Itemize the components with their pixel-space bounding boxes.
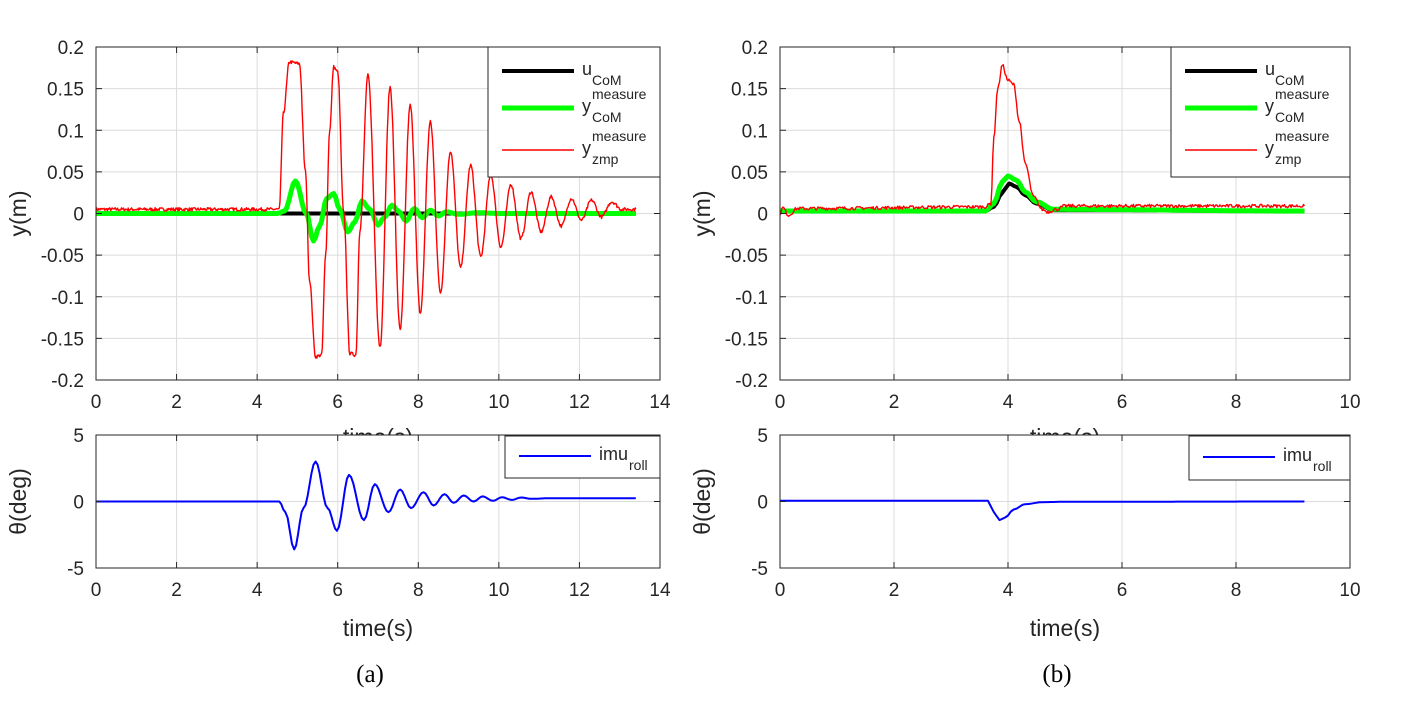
x-tick-label: 10 (488, 392, 509, 413)
y-tick-label: 0 (757, 493, 768, 514)
legend-label-sub: roll (629, 457, 648, 473)
legend-label-sub: CoM (1275, 109, 1305, 125)
x-tick-label: 0 (775, 580, 786, 601)
x-tick-label: 2 (171, 580, 182, 601)
series-line-y-zmp-measure (95, 60, 637, 359)
legend-label: y (1265, 96, 1274, 116)
y-axis-label: y(m) (5, 191, 31, 237)
x-tick-label: 14 (649, 580, 671, 601)
x-tick-label: 6 (332, 580, 343, 601)
x-tick-label: 6 (332, 392, 343, 413)
x-axis-label: time(s) (343, 424, 413, 450)
y-tick-label: -0.15 (41, 329, 84, 350)
x-tick-label: 4 (252, 580, 263, 601)
y-axis-label: θ(deg) (5, 468, 31, 534)
y-tick-label: 0 (73, 205, 84, 226)
legend-label: y (582, 138, 591, 158)
y-axis-label: θ(deg) (689, 468, 715, 534)
x-tick-label: 2 (889, 580, 900, 601)
y-tick-label: 0 (757, 205, 768, 226)
x-tick-label: 6 (1117, 392, 1128, 413)
legend-label: y (582, 96, 591, 116)
y-tick-label: -0.1 (51, 288, 84, 309)
x-tick-label: 4 (1003, 392, 1014, 413)
y-tick-label: 5 (757, 426, 768, 447)
series-line-imu-roll (96, 460, 636, 551)
x-tick-label: 4 (252, 392, 263, 413)
x-tick-label: 0 (91, 392, 102, 413)
series-line-y-com-measure (780, 173, 1305, 214)
caption-a: (a) (356, 661, 384, 688)
x-tick-label: 12 (569, 580, 590, 601)
x-tick-label: 0 (775, 392, 786, 413)
legend-label-sup: measure (592, 86, 647, 102)
legend-label-sup: measure (1275, 128, 1330, 144)
legend-label-sub: zmp (1275, 151, 1302, 167)
caption-b: (b) (1042, 661, 1071, 688)
y-tick-label: -0.15 (725, 329, 768, 350)
x-tick-label: 8 (1231, 392, 1242, 413)
x-tick-label: 12 (569, 392, 590, 413)
y-tick-label: -0.1 (735, 288, 768, 309)
x-axis-label: time(s) (1030, 615, 1100, 641)
legend-label: u (1265, 59, 1275, 79)
legend-label: imu (599, 444, 628, 464)
y-tick-label: 5 (73, 426, 84, 447)
y-tick-label: -0.2 (51, 371, 84, 392)
y-tick-label: -5 (67, 559, 84, 580)
x-tick-label: 4 (1003, 580, 1014, 601)
y-tick-label: 0.1 (742, 121, 768, 142)
legend-label: u (582, 59, 592, 79)
y-tick-label: 0.2 (742, 38, 768, 59)
y-tick-label: -0.05 (725, 246, 768, 267)
x-tick-label: 2 (889, 392, 900, 413)
y-tick-label: 0.05 (731, 163, 768, 184)
plot-a-top: 0 2 4 6 8 10 12 14 -0.2 -0.15 -0.1 -0.05 0 0.05 0.1 0.1… (5, 38, 671, 450)
series-line-y-zmp-measure (779, 63, 1306, 218)
x-tick-label: 8 (413, 392, 424, 413)
x-tick-label: 8 (413, 580, 424, 601)
legend-label-sub: CoM (592, 72, 622, 88)
legend-box (487, 46, 661, 178)
y-tick-label: 0.05 (47, 163, 84, 184)
y-tick-label: 0.1 (58, 121, 84, 142)
x-tick-label: 14 (649, 392, 671, 413)
legend-label-sub: CoM (1275, 72, 1305, 88)
y-tick-label: -5 (751, 559, 768, 580)
x-tick-label: 10 (1339, 580, 1360, 601)
series-line-imu-roll (780, 499, 1305, 522)
plot-b-top: 0 2 4 6 8 10 -0.2 -0.15 -0.1 -0.05 0 0.05 0.1 0.15 0.2… (689, 38, 1361, 450)
y-tick-label: -0.05 (41, 246, 84, 267)
y-tick-label: 0.2 (58, 38, 84, 59)
y-tick-label: -0.2 (735, 371, 768, 392)
legend-label-sup: measure (1275, 86, 1330, 102)
legend-label-sub: roll (1313, 458, 1332, 474)
x-tick-label: 8 (1231, 580, 1242, 601)
y-tick-label: 0 (73, 493, 84, 514)
y-axis-label: y(m) (689, 191, 715, 237)
x-tick-label: 6 (1117, 580, 1128, 601)
x-tick-label: 10 (488, 580, 509, 601)
x-axis-label: time(s) (343, 615, 413, 641)
x-axis-label: time(s) (1030, 424, 1100, 450)
legend-box (1170, 46, 1351, 178)
y-tick-label: 0.15 (47, 80, 84, 101)
legend-label: y (1265, 138, 1274, 158)
x-tick-label: 10 (1339, 392, 1360, 413)
x-tick-label: 0 (91, 580, 102, 601)
x-tick-label: 2 (171, 392, 182, 413)
legend-label-sup: measure (592, 128, 647, 144)
legend-label-sub: CoM (592, 109, 622, 125)
legend-label: imu (1283, 445, 1312, 465)
legend-label-sub: zmp (592, 151, 619, 167)
y-tick-label: 0.15 (731, 80, 768, 101)
